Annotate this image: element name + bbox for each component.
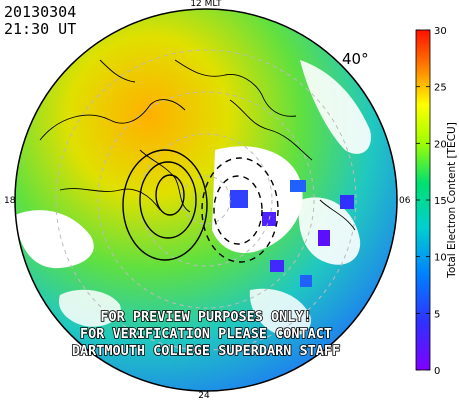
low-tec-patch [318, 230, 330, 246]
colorbar-title: Total Electron Content [TECU] [446, 122, 458, 279]
colorbar-ticks: 0 5 10 15 20 25 30 [416, 26, 447, 377]
mlt-label-top: 12 MLT [190, 0, 222, 9]
colorbar-tick-label: 25 [434, 83, 447, 94]
low-tec-patch [340, 195, 354, 209]
watermark-line-3: DARTMOUTH COLLEGE SUPERDARN STAFF [72, 343, 340, 359]
map-outline [14, 8, 398, 392]
watermark-line-1: FOR PREVIEW PURPOSES ONLY! [100, 309, 311, 325]
gap-region-south [249, 288, 311, 337]
gap-region-northeast [300, 60, 371, 154]
date-label: 20130304 [4, 3, 76, 21]
map-disc-fill [15, 9, 397, 391]
data-gaps [15, 60, 371, 337]
latitude-label: 40° [342, 50, 369, 68]
colorbar-tick-label: 0 [434, 366, 440, 377]
latitude-gridlines [55, 49, 357, 351]
low-tec-patch [270, 260, 284, 272]
gap-region-southwest [58, 289, 121, 327]
colorbar-tick-label: 5 [434, 309, 440, 320]
low-tec-patch [290, 180, 306, 192]
polar-map [14, 8, 398, 392]
colorbar-tick-label: 10 [434, 253, 447, 264]
gap-region-west [15, 210, 94, 269]
low-tec-patch [300, 275, 312, 287]
mlt-label-left: 18 [4, 196, 16, 206]
colorbar-tick-label: 30 [434, 26, 447, 37]
gap-region-east [212, 146, 303, 254]
convection-contours [122, 149, 279, 263]
mlt-label-right: 06 [399, 196, 411, 206]
time-label: 21:30 UT [4, 20, 76, 38]
colorbar-tick-label: 15 [434, 196, 447, 207]
colorbar: 0 5 10 15 20 25 30 Total Electron Content [TEC… [415, 26, 458, 377]
mlt-label-bottom: 24 [198, 391, 210, 400]
preview-watermark: FOR PREVIEW PURPOSES ONLY! FOR VERIFICAT… [71, 308, 341, 360]
colorbar-tick-label: 20 [434, 139, 447, 150]
watermark-line-2: FOR VERIFICATION PLEASE CONTACT [80, 326, 332, 342]
low-tec-patch [230, 190, 248, 208]
